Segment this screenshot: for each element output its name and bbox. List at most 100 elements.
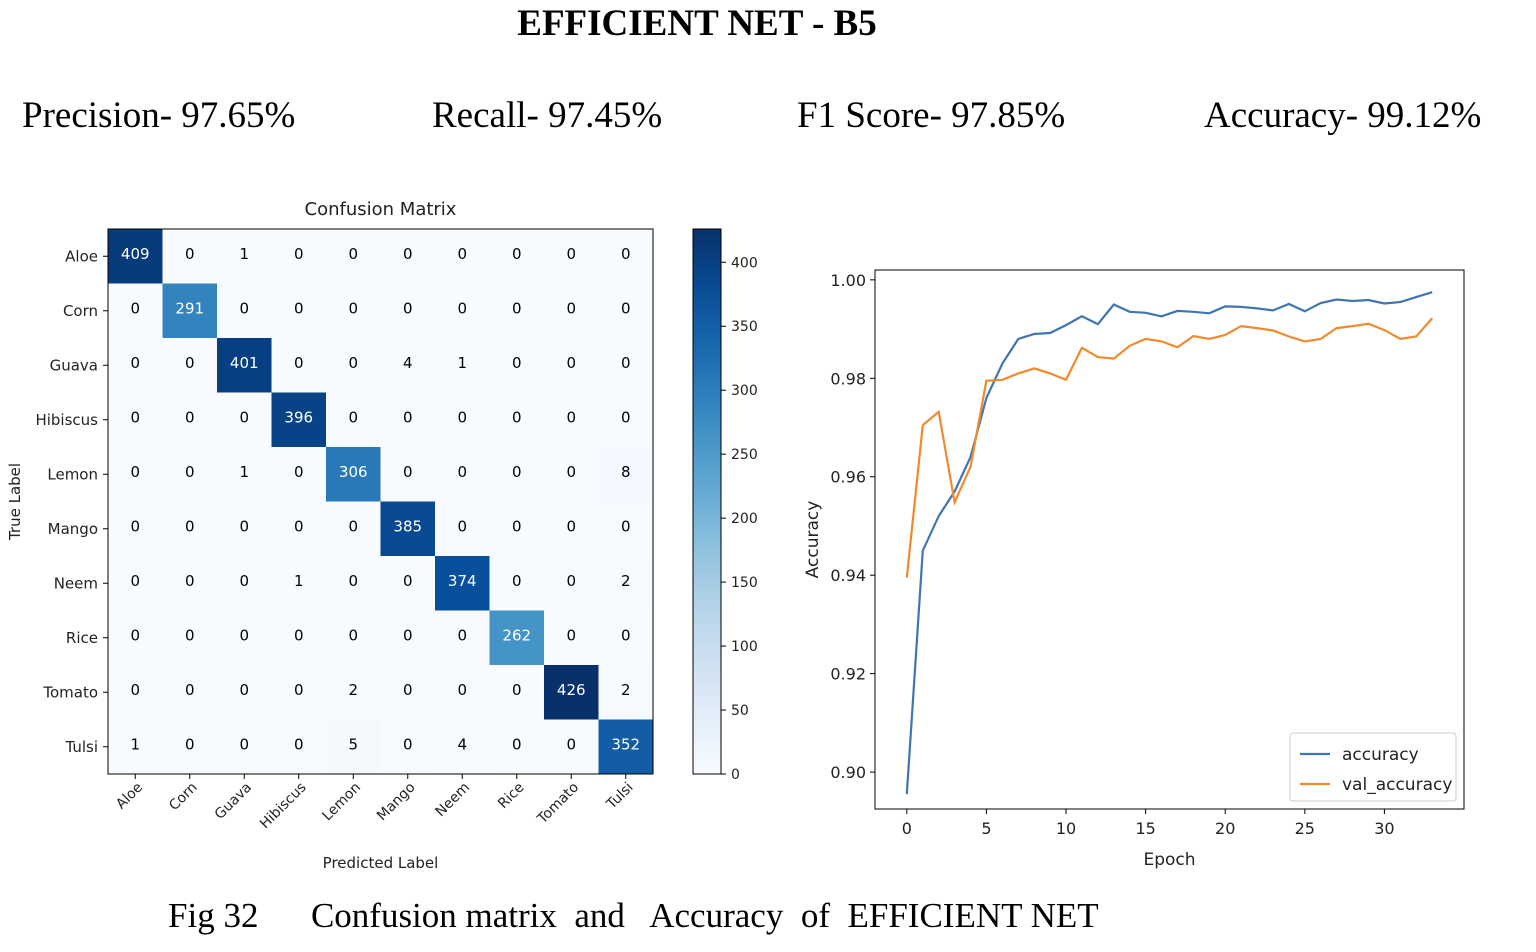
cell-value: 0 — [348, 517, 358, 535]
heatmap-cell — [380, 719, 436, 775]
cell-value: 0 — [566, 517, 576, 535]
heatmap-cell — [326, 338, 381, 393]
heatmap-cell — [544, 719, 599, 775]
f1-metric: F1 Score- 97.85% — [797, 95, 1066, 136]
y-axis-label: Accuracy — [803, 501, 823, 579]
heatmap-cell — [544, 392, 599, 448]
heatmap-cell — [162, 392, 218, 448]
cell-value: 0 — [512, 463, 522, 481]
cell-value: 0 — [457, 517, 467, 535]
cell-value: 352 — [611, 735, 640, 753]
y-tick-label: 1.00 — [830, 271, 866, 290]
x-tick-label: Tomato — [534, 780, 582, 828]
cell-value: 385 — [393, 517, 422, 535]
y-tick-label: 0.90 — [830, 763, 866, 782]
colorbar-tick-label: 0 — [731, 767, 740, 783]
heatmap-cell — [108, 447, 163, 502]
heatmap-cell — [271, 610, 327, 666]
heatmap-cell — [271, 338, 327, 393]
accuracy-line-chart: 0.90 0.92 0.94 0.96 0.98 1.00 0 5 10 15 20 25 30 Epoc… — [803, 269, 1465, 870]
page-title: EFFICIENT NET - B5 — [517, 3, 877, 44]
cell-value: 0 — [566, 299, 576, 317]
heatmap-cell — [380, 338, 436, 393]
heatmap-cell — [380, 229, 436, 284]
cell-value: 0 — [621, 517, 631, 535]
heatmap-cell — [489, 447, 545, 502]
cell-value: 0 — [566, 354, 576, 372]
heatmap-cell — [162, 556, 218, 611]
cell-value: 396 — [284, 408, 313, 426]
cell-value: 0 — [130, 517, 140, 535]
cell-value: 0 — [348, 245, 358, 263]
cell-value: 0 — [512, 572, 522, 590]
cell-value: 0 — [621, 245, 631, 263]
cell-value: 0 — [348, 408, 358, 426]
cell-value: 0 — [403, 572, 413, 590]
heatmap-cell — [544, 556, 599, 611]
heatmap-cell — [544, 447, 599, 502]
heatmap-cell — [435, 501, 490, 557]
heatmap-cell — [162, 447, 218, 502]
heatmap-cell — [271, 392, 327, 448]
heatmap-cell — [108, 719, 163, 775]
heatmap-cell — [489, 392, 545, 448]
cell-value: 409 — [121, 245, 150, 263]
colorbar-tick-label: 100 — [731, 639, 758, 655]
cell-value: 0 — [130, 463, 140, 481]
colorbar-tick-label: 300 — [731, 383, 758, 399]
cell-value: 0 — [185, 626, 195, 644]
heatmap-cell — [162, 229, 218, 284]
heatmap-cell — [162, 283, 218, 339]
cell-value: 0 — [239, 408, 249, 426]
legend-box — [1289, 732, 1457, 802]
cell-value: 1 — [239, 245, 249, 263]
cell-value: 0 — [457, 626, 467, 644]
heatmap-cell — [217, 610, 272, 666]
cell-value: 0 — [239, 681, 249, 699]
heatmap-cell — [108, 229, 163, 284]
cell-value: 0 — [239, 517, 249, 535]
x-tick-label: 30 — [1374, 819, 1394, 838]
heatmap-cell — [108, 501, 163, 557]
heatmap-cell — [544, 610, 599, 666]
heatmap-cell — [217, 229, 272, 284]
cell-value: 0 — [403, 735, 413, 753]
heatmap-cell — [544, 338, 599, 393]
heatmap-cell — [380, 447, 436, 502]
y-tick-label: 0.98 — [830, 369, 866, 388]
cm-xlabel: Predicted Label — [323, 854, 439, 872]
confusion-matrix-chart: 409 0 1 0 0 0 0 0 0 00 291 0 0 0 0 0 0 0 00 0 401 0 0 4 1 0 0 00 0 0 3… — [6, 199, 758, 872]
cell-value: 0 — [403, 245, 413, 263]
cell-value: 0 — [512, 681, 522, 699]
cell-value: 0 — [512, 245, 522, 263]
cell-value: 0 — [512, 354, 522, 372]
colorbar — [692, 228, 722, 775]
x-tick-label: 20 — [1215, 819, 1235, 838]
x-tick-label: Lemon — [319, 780, 364, 825]
y-tick-label: Corn — [63, 302, 98, 320]
colorbar-tick-label: 150 — [731, 575, 758, 591]
heatmap-cell — [489, 283, 545, 339]
cell-value: 0 — [239, 299, 249, 317]
heatmap-cell — [108, 283, 163, 339]
heatmap-cell — [380, 556, 436, 611]
cell-value: 0 — [348, 299, 358, 317]
y-tick-label: Neem — [54, 574, 98, 592]
y-tick-label: Tomato — [42, 683, 98, 701]
heatmap-cell — [108, 556, 163, 611]
heatmap-cell — [217, 392, 272, 448]
y-tick-label: Hibiscus — [35, 411, 98, 429]
heatmap-cell — [489, 501, 545, 557]
cell-value: 0 — [294, 354, 304, 372]
colorbar-tick-label: 350 — [731, 319, 758, 335]
heatmap-cell — [544, 665, 599, 720]
cell-value: 0 — [185, 735, 195, 753]
cell-value: 8 — [621, 463, 631, 481]
cell-value: 5 — [348, 735, 358, 753]
cell-value: 1 — [130, 735, 140, 753]
cell-value: 0 — [239, 735, 249, 753]
x-tick-label: Mango — [374, 780, 419, 825]
cell-value: 0 — [130, 626, 140, 644]
heatmap-cell — [598, 556, 654, 611]
cell-value: 0 — [512, 299, 522, 317]
